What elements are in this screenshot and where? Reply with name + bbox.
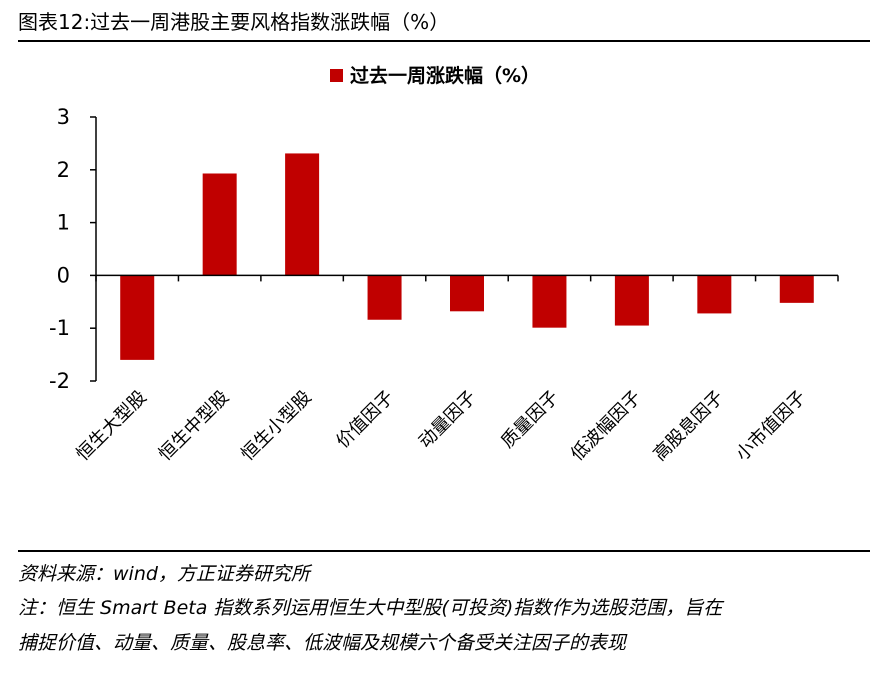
title-rule	[18, 40, 870, 42]
bar	[367, 275, 402, 320]
footer-rule	[18, 550, 870, 552]
bar	[532, 275, 567, 328]
bar	[697, 275, 732, 314]
x-tick-label: 高股息因子	[649, 387, 727, 465]
y-tick-label: -1	[49, 316, 70, 340]
y-tick-label: 1	[57, 211, 70, 235]
bar	[614, 275, 649, 326]
legend-label: 过去一周涨跌幅（%）	[350, 64, 540, 87]
x-tick-label: 动量因子	[415, 387, 481, 453]
figure-title: 图表12:过去一周港股主要风格指数涨跌幅（%）	[18, 10, 450, 34]
bar	[120, 275, 155, 360]
footnote-line-2: 捕捉价值、动量、质量、股息率、低波幅及规模六个备受关注因子的表现	[18, 632, 627, 654]
footnote-line-1: 注：恒生 Smart Beta 指数系列运用恒生大中型股(可投资)指数作为选股范…	[18, 597, 723, 619]
y-tick-label: 2	[57, 158, 70, 182]
y-tick-label: 3	[57, 105, 70, 129]
x-tick-label: 价值因子	[332, 387, 398, 453]
x-tick-label: 恒生小型股	[237, 387, 315, 465]
x-tick-label: 恒生中型股	[155, 387, 233, 465]
legend-swatch	[330, 69, 343, 82]
bar	[450, 275, 484, 312]
y-tick-label: 0	[57, 263, 70, 287]
y-tick-label: -2	[49, 369, 70, 393]
bar	[779, 275, 814, 303]
x-tick-label: 恒生大型股	[72, 387, 150, 465]
source-note: 资料来源：wind，方正证券研究所	[18, 563, 310, 585]
x-tick-label: 小市值因子	[732, 387, 810, 465]
bar	[202, 173, 237, 276]
bar	[285, 153, 320, 276]
x-tick-label: 质量因子	[497, 387, 563, 453]
x-tick-label: 低波幅因子	[567, 387, 645, 465]
